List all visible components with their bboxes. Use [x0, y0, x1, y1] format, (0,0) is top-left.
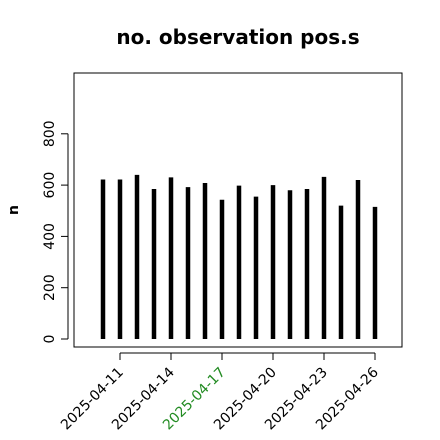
y-tick-label: 400 — [42, 223, 58, 250]
y-axis-label: n — [6, 205, 22, 215]
y-axis: 0 200 400 600 800 — [42, 120, 69, 344]
y-tick-label: 200 — [42, 274, 58, 301]
y-tick-label: 800 — [42, 120, 58, 147]
y-tick-label: 0 — [42, 335, 58, 344]
plot-frame — [73, 72, 403, 348]
bars-group — [100, 174, 378, 339]
chart-title: no. observation pos.s — [116, 25, 359, 49]
y-tick-label: 600 — [42, 172, 58, 199]
x-axis: 2025-04-112025-04-142025-04-172025-04-20… — [58, 352, 382, 433]
